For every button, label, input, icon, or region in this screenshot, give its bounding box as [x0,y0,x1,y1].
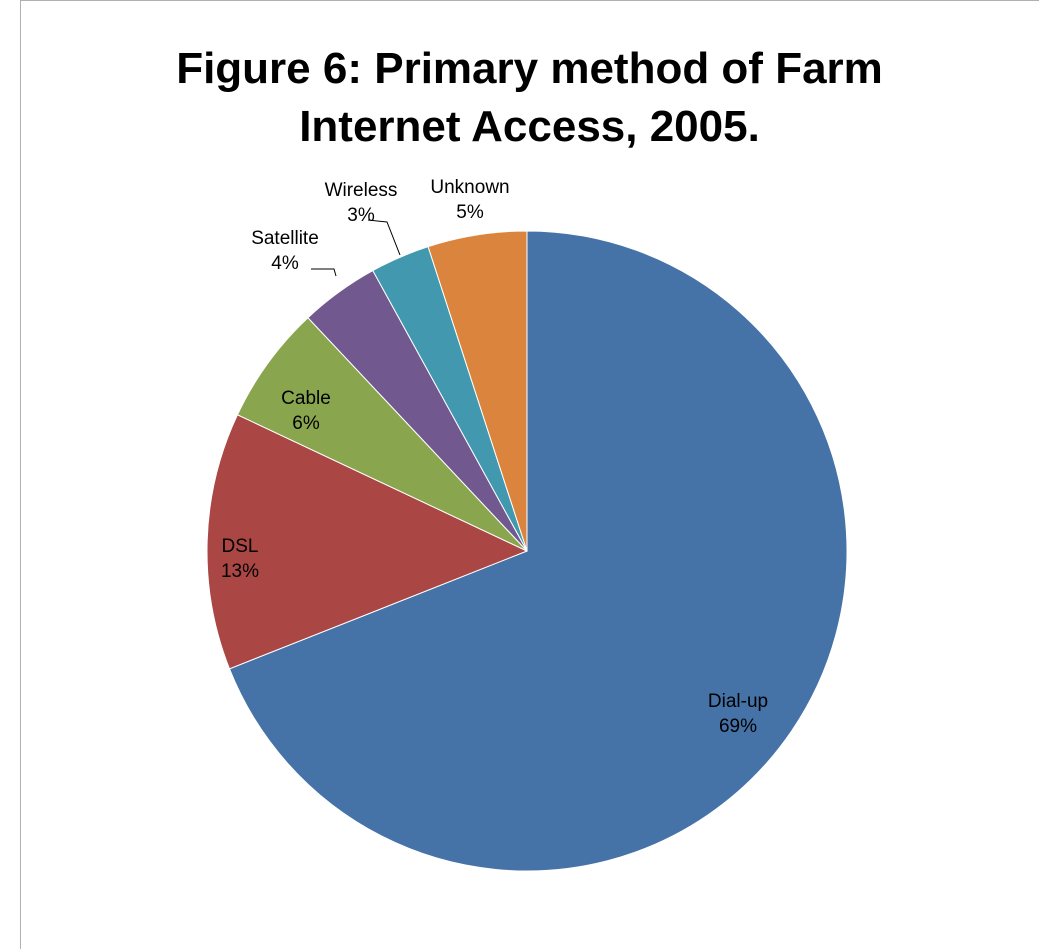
leader-line-satellite [311,268,337,277]
chart-title: Figure 6: Primary method of Farm Interne… [176,44,883,151]
pie-slice-cable [236,317,528,552]
leader-line-wireless [367,219,401,256]
data-label-wireless: Wireless 3% [325,180,398,226]
data-label-cable: Cable 6% [281,388,331,434]
pie-slices [206,230,848,872]
pie-slice-dsl [206,414,529,670]
data-labels: Dial-up 69% DSL 13% Cable 6% Satellite 4%Wirele… [221,177,768,737]
data-label-unknown: Unknown 5% [430,177,509,223]
data-label-satellite: Satellite 4% [251,228,319,274]
data-label-dial-up: Dial-up 69% [708,691,768,737]
leader-lines [311,219,401,277]
pie-slice-dial-up [228,230,848,872]
pie-slice-unknown [427,230,528,552]
data-label-dsl: DSL 13% [221,536,259,582]
